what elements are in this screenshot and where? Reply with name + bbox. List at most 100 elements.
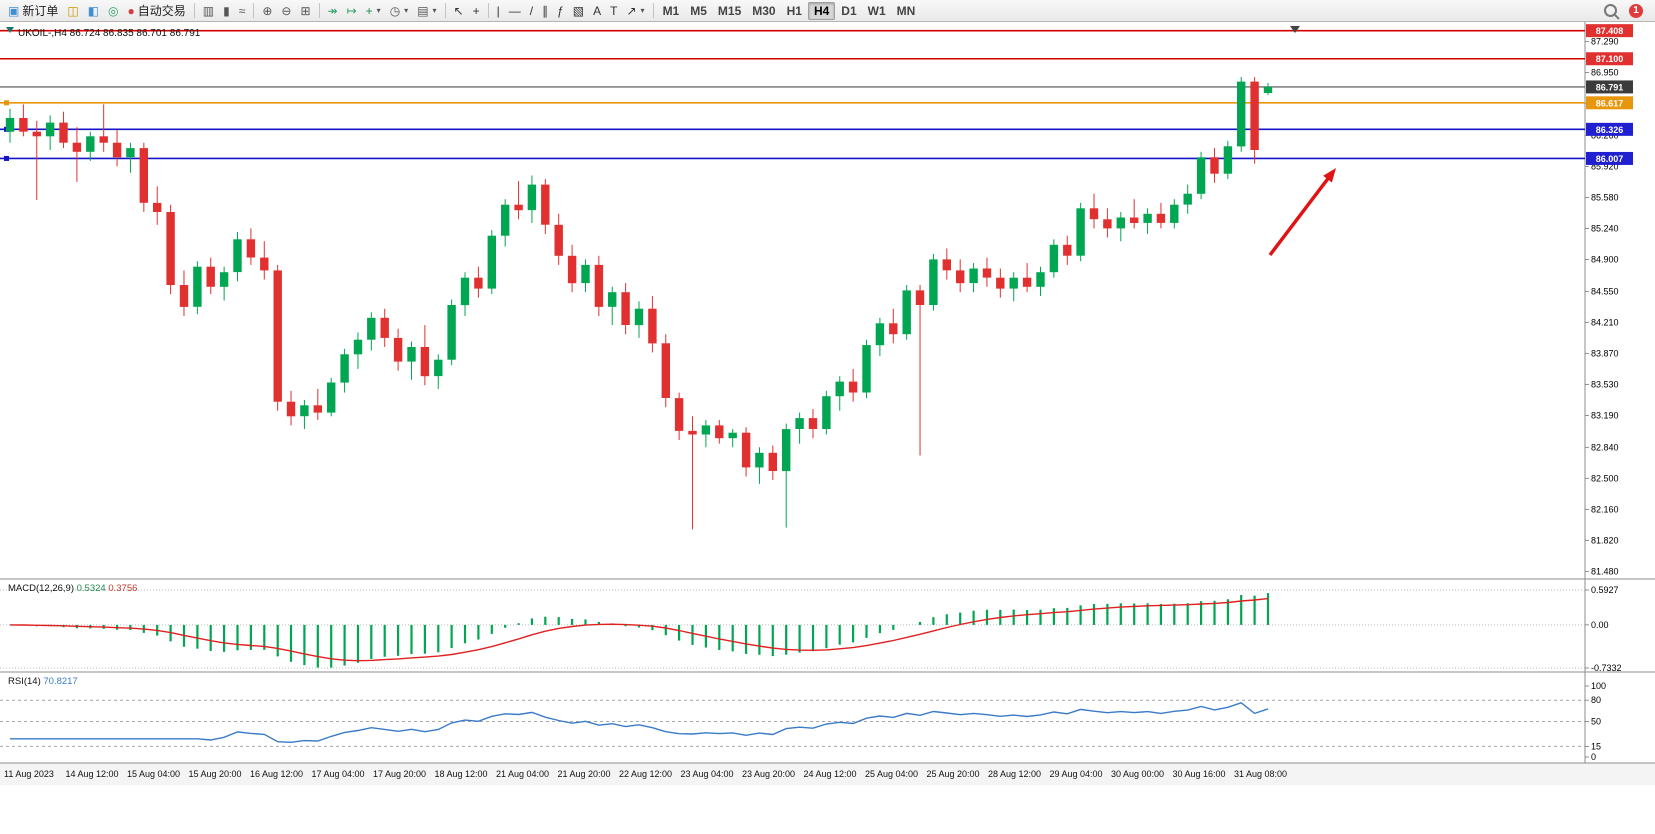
rsi-axis-label: 80 xyxy=(1591,695,1601,705)
rsi-axis-label: 0 xyxy=(1591,752,1596,762)
chart-shift-marker[interactable] xyxy=(1290,26,1300,33)
rsi-axis-label: 50 xyxy=(1591,717,1601,727)
time-axis-label: 28 Aug 12:00 xyxy=(988,769,1041,779)
vertical-line-icon[interactable]: | xyxy=(493,2,504,20)
time-axis-label: 22 Aug 12:00 xyxy=(619,769,672,779)
tf-h1[interactable]: H1 xyxy=(782,2,807,20)
tf-h4[interactable]: H4 xyxy=(807,1,836,20)
fibonacci-icon-glyph: ƒ xyxy=(557,3,564,18)
bar-chart-icon[interactable]: ▥ xyxy=(199,2,218,20)
candlestick-chart-icon-glyph: ▮ xyxy=(223,3,230,18)
candlestick-chart-icon[interactable]: ▮ xyxy=(219,2,234,20)
tf-d1-label: D1 xyxy=(841,3,857,18)
zoom-out-icon[interactable]: ⊖ xyxy=(277,2,295,20)
chart-shift-icon[interactable]: ↦ xyxy=(343,2,361,20)
time-axis-label: 11 Aug 2023 xyxy=(4,769,54,779)
text-label-icon-glyph: T xyxy=(610,3,618,18)
tf-mn[interactable]: MN xyxy=(892,2,921,20)
crosshair-icon[interactable]: + xyxy=(469,2,484,20)
market-watch-icon[interactable]: ◫ xyxy=(63,2,82,20)
tf-m15[interactable]: M15 xyxy=(713,2,746,20)
time-axis-strip xyxy=(0,763,1655,785)
tf-w1[interactable]: W1 xyxy=(863,2,891,20)
price-axis-label: 86.950 xyxy=(1591,67,1619,77)
time-axis-label: 16 Aug 12:00 xyxy=(250,769,303,779)
line-handle[interactable] xyxy=(4,100,9,106)
tf-m5[interactable]: M5 xyxy=(685,2,712,20)
rsi-axis-label: 100 xyxy=(1591,681,1606,691)
time-axis-label: 29 Aug 04:00 xyxy=(1050,769,1103,779)
zoom-in-icon[interactable]: ⊕ xyxy=(258,2,276,20)
channel-icon-glyph: ∥ xyxy=(542,3,549,18)
templates-button[interactable]: ▤ ▾ xyxy=(413,2,440,20)
price-tag xyxy=(1586,96,1633,110)
horizontal-line-icon[interactable]: — xyxy=(505,2,525,20)
text-label-icon[interactable]: T xyxy=(606,2,621,20)
arrows-tool-icon[interactable]: ↗ ▾ xyxy=(622,2,648,20)
price-axis-label: 84.210 xyxy=(1591,317,1619,327)
line-chart-icon[interactable]: ≈ xyxy=(235,2,250,20)
toolbar-separator xyxy=(652,3,654,18)
data-window-icon[interactable]: ◧ xyxy=(84,2,103,20)
periods-button[interactable]: ◷ ▾ xyxy=(386,2,413,20)
caret-down-icon: ▾ xyxy=(432,6,437,15)
rsi-line xyxy=(10,702,1269,744)
text-icon[interactable]: A xyxy=(589,2,605,20)
autotrading-button[interactable]: ● 自动交易 xyxy=(124,2,190,20)
price-axis-label: 87.290 xyxy=(1591,36,1619,46)
trendline-icon-glyph: / xyxy=(529,3,534,18)
toolbar-separator xyxy=(193,3,195,18)
price-axis-label: 82.840 xyxy=(1591,442,1619,452)
arrows-tool-icon-glyph: ↗ xyxy=(626,3,637,18)
time-axis-label: 30 Aug 00:00 xyxy=(1111,769,1164,779)
horizontal-line-icon-glyph: — xyxy=(508,3,521,18)
trend-arrow-head[interactable] xyxy=(1323,168,1336,183)
tile-windows-icon[interactable]: ⊞ xyxy=(296,2,314,20)
caret-down-icon: ▾ xyxy=(640,6,645,15)
price-axis-label: 81.480 xyxy=(1591,566,1619,576)
trend-arrow-annotation[interactable] xyxy=(1268,174,1332,257)
price-axis-label: 85.240 xyxy=(1591,223,1619,233)
time-axis-label: 17 Aug 20:00 xyxy=(373,769,426,779)
zoom-in-icon-glyph: ⊕ xyxy=(262,3,273,18)
line-handle[interactable] xyxy=(4,155,9,161)
time-axis-label: 21 Aug 04:00 xyxy=(496,769,549,779)
time-axis-label: 25 Aug 20:00 xyxy=(927,769,980,779)
notification-badge[interactable]: 1 xyxy=(1629,3,1643,18)
navigator-icon-glyph: ◎ xyxy=(108,3,119,18)
chart-canvas[interactable]: 87.29086.95086.61086.26085.92085.58085.2… xyxy=(0,22,1655,785)
tf-m1[interactable]: M1 xyxy=(658,2,685,20)
price-axis-label: 85.580 xyxy=(1591,192,1619,202)
navigator-icon[interactable]: ◎ xyxy=(104,2,122,20)
indicators-button[interactable]: + ▾ xyxy=(362,2,385,20)
price-tag-label: 86.791 xyxy=(1596,82,1624,92)
new-order-button[interactable]: ▣ 新订单 xyxy=(4,2,62,20)
templates-button-glyph: ▤ xyxy=(417,3,429,18)
channel-icon[interactable]: ∥ xyxy=(538,2,552,20)
tf-m30[interactable]: M30 xyxy=(747,2,780,20)
price-axis-label: 82.160 xyxy=(1591,504,1619,514)
zoom-out-icon-glyph: ⊖ xyxy=(281,3,292,18)
price-tag-label: 87.100 xyxy=(1596,54,1624,64)
time-axis-label: 30 Aug 16:00 xyxy=(1173,769,1226,779)
toolbar-separator xyxy=(487,3,489,18)
toolbar-right-group: 1 xyxy=(1604,3,1651,18)
price-axis-label: 83.530 xyxy=(1591,379,1619,389)
shapes-icon[interactable]: ▧ xyxy=(569,2,588,20)
shapes-icon-glyph: ▧ xyxy=(572,3,585,18)
price-axis-label: 84.550 xyxy=(1591,286,1619,296)
trendline-icon[interactable]: / xyxy=(526,2,537,20)
price-axis-label: 82.500 xyxy=(1591,473,1619,483)
search-icon[interactable] xyxy=(1604,4,1617,17)
time-axis-label: 23 Aug 04:00 xyxy=(681,769,734,779)
cursor-icon[interactable]: ↖ xyxy=(450,2,468,20)
price-axis-label: 83.870 xyxy=(1591,348,1619,358)
tf-d1[interactable]: D1 xyxy=(836,2,861,20)
tf-w1-label: W1 xyxy=(867,3,886,18)
fibonacci-icon[interactable]: ƒ xyxy=(553,2,568,20)
toolbar-separator xyxy=(444,3,446,18)
tf-h4-label: H4 xyxy=(813,3,830,18)
toolbar-separator xyxy=(253,3,255,18)
tile-windows-icon-glyph: ⊞ xyxy=(300,3,311,18)
auto-scroll-icon[interactable]: ↠ xyxy=(324,2,342,20)
